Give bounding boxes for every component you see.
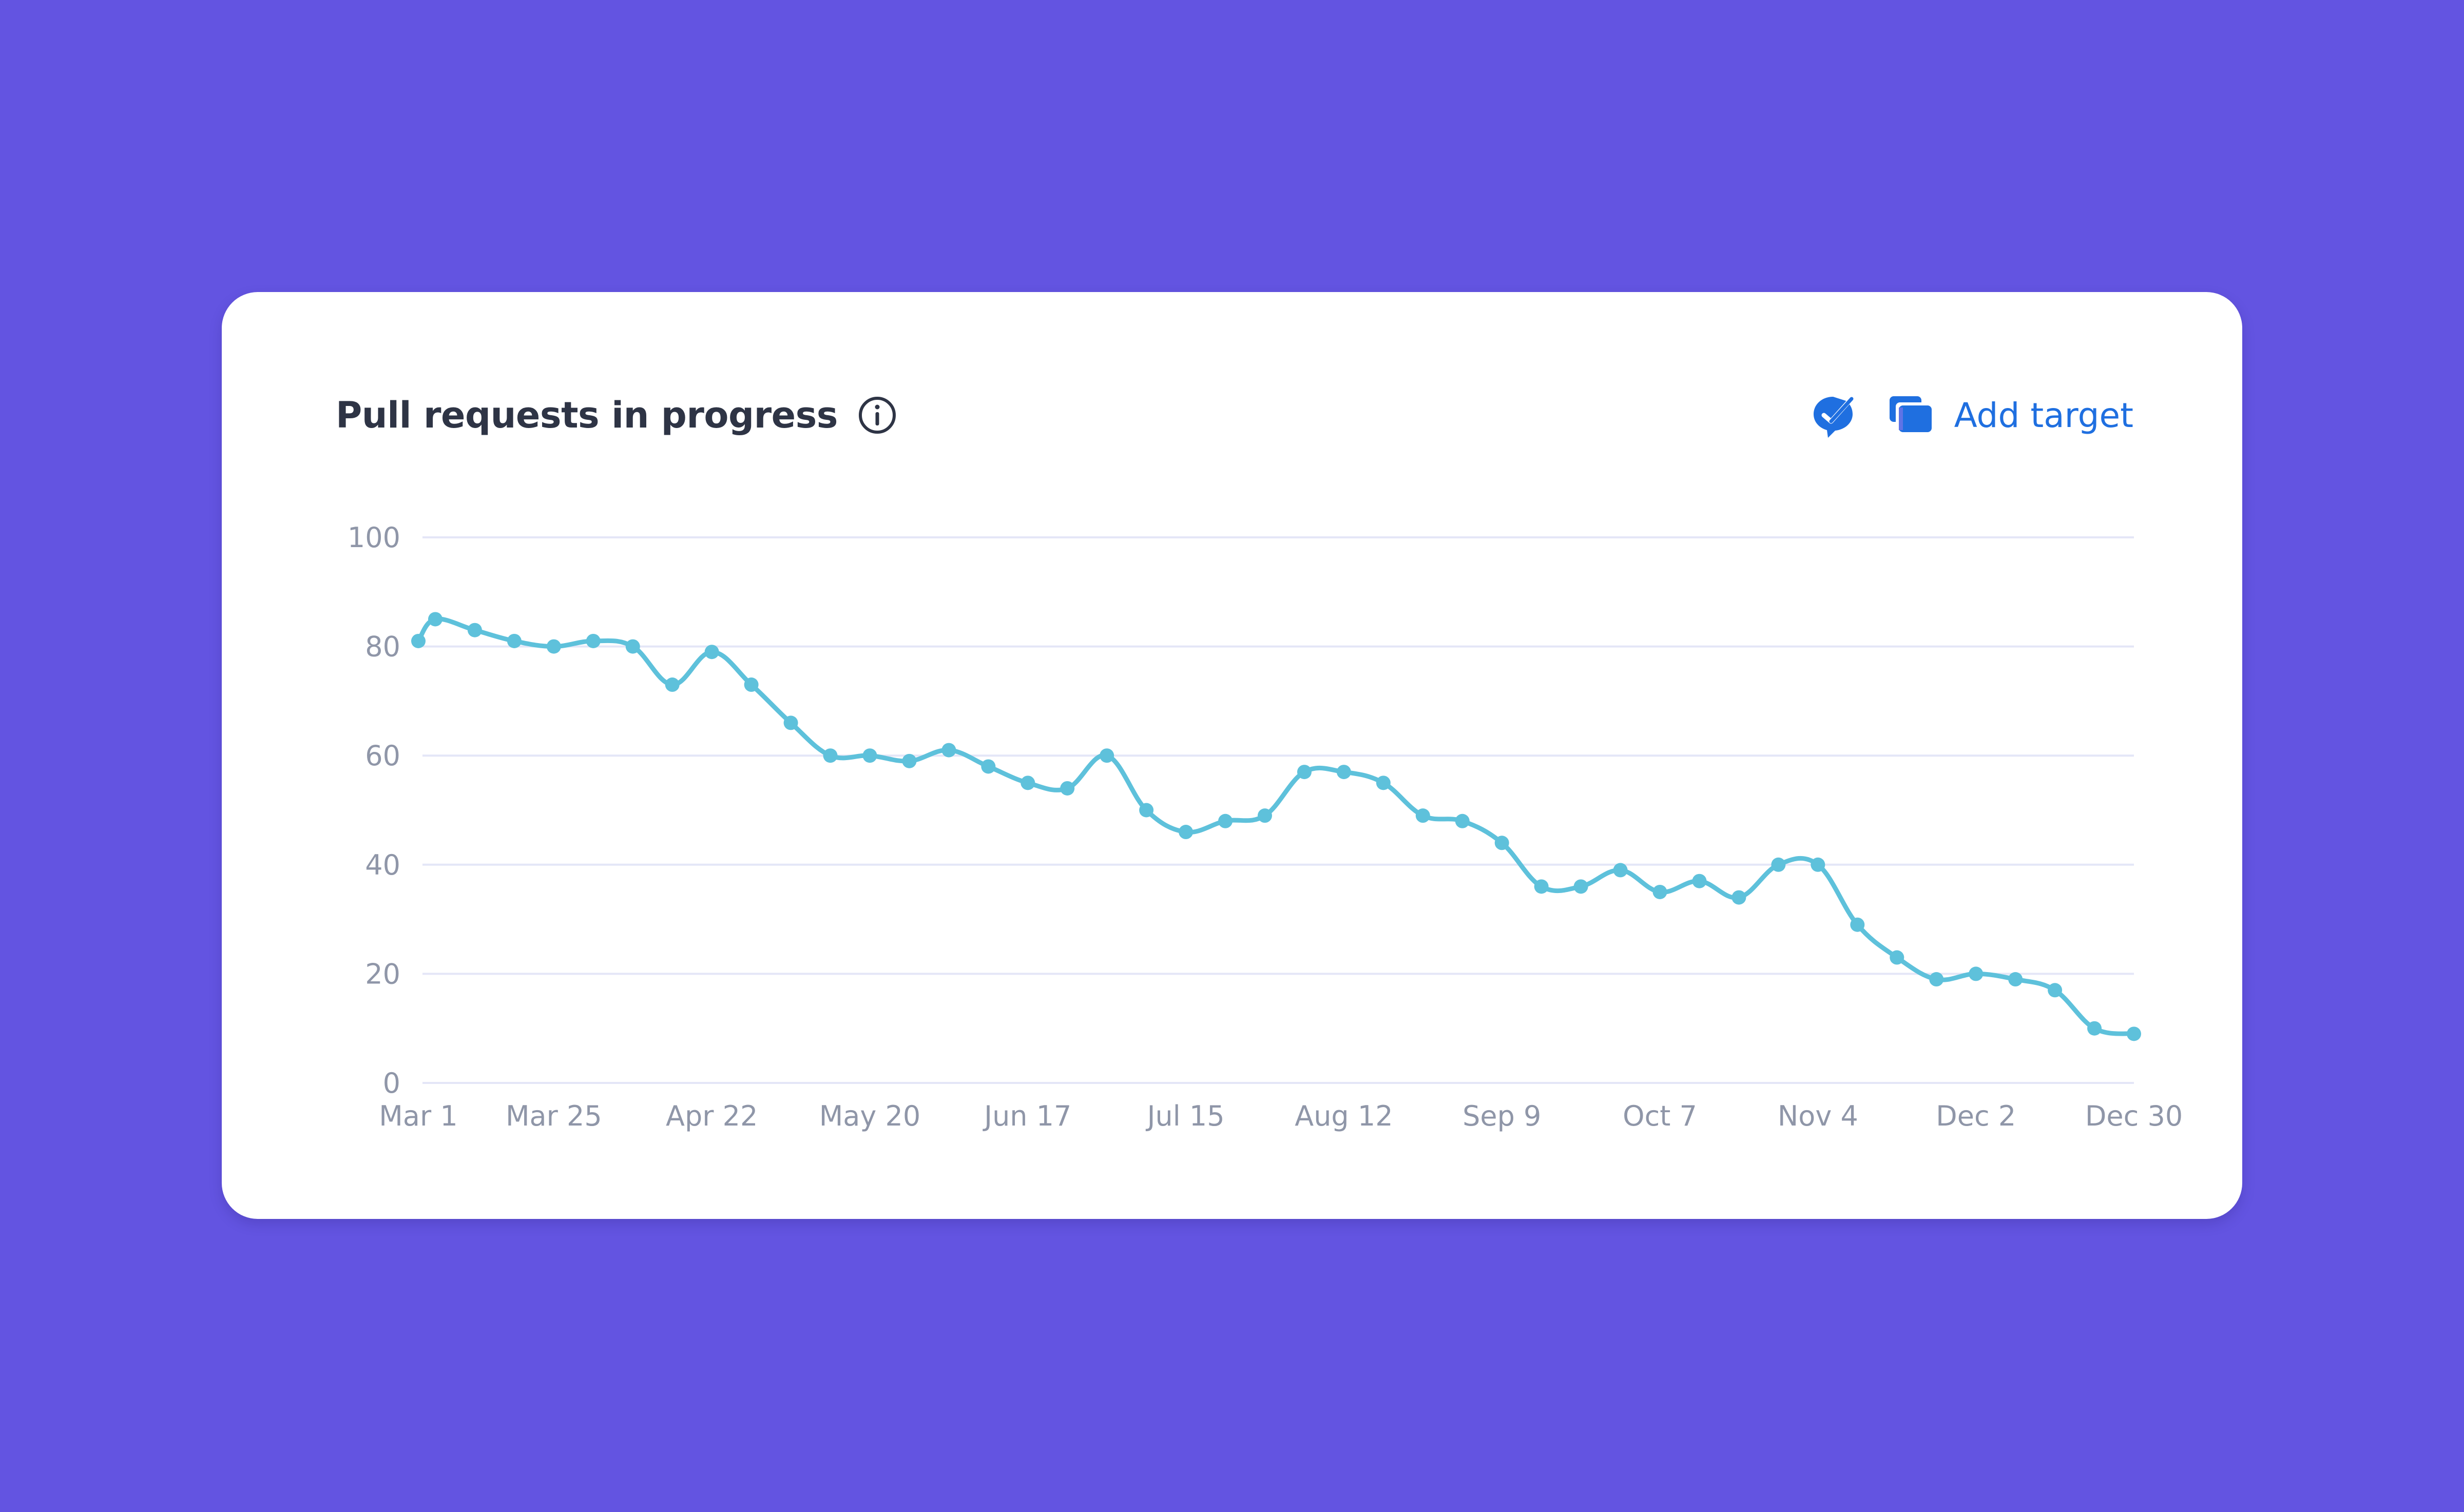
y-axis-ticks: 0 20 40 60 80 100: [348, 521, 400, 1099]
data-point: [467, 623, 482, 637]
data-point: [1415, 808, 1430, 823]
series-points: [411, 612, 2141, 1041]
grid-lines: [422, 536, 2134, 1084]
x-tick-label: Jul 15: [1146, 1100, 1225, 1132]
data-point: [1811, 857, 1825, 872]
data-point: [2087, 1021, 2102, 1036]
x-tick-label: Nov 4: [1778, 1100, 1858, 1132]
y-tick-label: 80: [365, 631, 400, 663]
x-tick-label: Mar 1: [379, 1100, 457, 1132]
line-chart: 0 20 40 60 80 100 Mar 1 Mar 25 Apr 22 May 20 Jun …: [348, 521, 2183, 1132]
x-tick-label: May 20: [819, 1100, 921, 1132]
data-point: [2127, 1026, 2141, 1041]
data-point: [1652, 884, 1667, 899]
data-point: [783, 715, 798, 730]
data-point: [1455, 813, 1470, 828]
data-point: [1771, 857, 1786, 872]
data-point: [1060, 781, 1075, 796]
y-tick-label: 40: [365, 849, 400, 881]
data-point: [1731, 890, 1746, 905]
data-point: [2048, 983, 2063, 998]
x-tick-label: Sep 9: [1462, 1100, 1541, 1132]
data-point: [704, 645, 719, 660]
data-point: [1573, 879, 1588, 894]
data-point: [507, 633, 522, 648]
add-target-button[interactable]: Add target: [1886, 392, 2133, 439]
chart-card: 0 20 40 60 80 100 Mar 1 Mar 25 Apr 22 May 20 Jun …: [222, 292, 2242, 1219]
data-point: [1929, 972, 1944, 987]
x-tick-label: Dec 30: [2085, 1100, 2183, 1132]
data-point: [1218, 813, 1233, 828]
data-point: [941, 743, 956, 758]
title-group: Pull requests in progress: [336, 394, 898, 436]
data-point: [665, 677, 680, 692]
x-tick-label: Aug 12: [1295, 1100, 1393, 1132]
x-tick-label: Mar 25: [506, 1100, 602, 1132]
y-tick-label: 20: [365, 958, 400, 990]
data-point: [1139, 803, 1154, 818]
data-point: [546, 639, 561, 654]
data-point: [1534, 879, 1549, 894]
data-point: [586, 633, 601, 648]
chart-title: Pull requests in progress: [336, 394, 838, 436]
card-header: Pull requests in progress: [336, 384, 2133, 446]
y-tick-label: 60: [365, 740, 400, 772]
info-icon[interactable]: [856, 394, 898, 436]
x-tick-label: Dec 2: [1936, 1100, 2016, 1132]
data-point: [823, 748, 838, 763]
data-point: [1890, 950, 1904, 965]
data-point: [411, 633, 426, 648]
add-target-label: Add target: [1954, 395, 2133, 435]
data-point: [1613, 863, 1628, 878]
cards-icon: [1886, 392, 1936, 439]
data-point: [862, 748, 877, 763]
data-point: [625, 639, 640, 654]
data-point: [1336, 765, 1351, 780]
data-point: [1692, 874, 1707, 888]
y-tick-label: 100: [348, 521, 400, 554]
x-tick-label: Apr 22: [666, 1100, 758, 1132]
data-point: [1021, 776, 1035, 790]
data-point: [428, 612, 442, 627]
data-point: [1850, 917, 1865, 932]
data-point: [1258, 808, 1273, 823]
x-axis-ticks: Mar 1 Mar 25 Apr 22 May 20 Jun 17 Jul 15 Aug 1…: [379, 1100, 2183, 1132]
x-tick-label: Jun 17: [983, 1100, 1071, 1132]
data-point: [1494, 836, 1509, 850]
data-point: [2008, 972, 2023, 987]
data-point: [1100, 748, 1114, 763]
data-point: [1297, 765, 1312, 780]
x-tick-label: Oct 7: [1623, 1100, 1697, 1132]
data-point: [902, 753, 917, 768]
data-point: [981, 759, 996, 774]
data-point: [1969, 966, 1984, 981]
data-point: [744, 677, 759, 692]
header-actions: Add target: [1806, 389, 2133, 442]
y-tick-label: 0: [383, 1067, 400, 1099]
data-point: [1376, 776, 1391, 790]
data-point: [1179, 825, 1194, 840]
edit-check-icon[interactable]: [1806, 389, 1860, 442]
